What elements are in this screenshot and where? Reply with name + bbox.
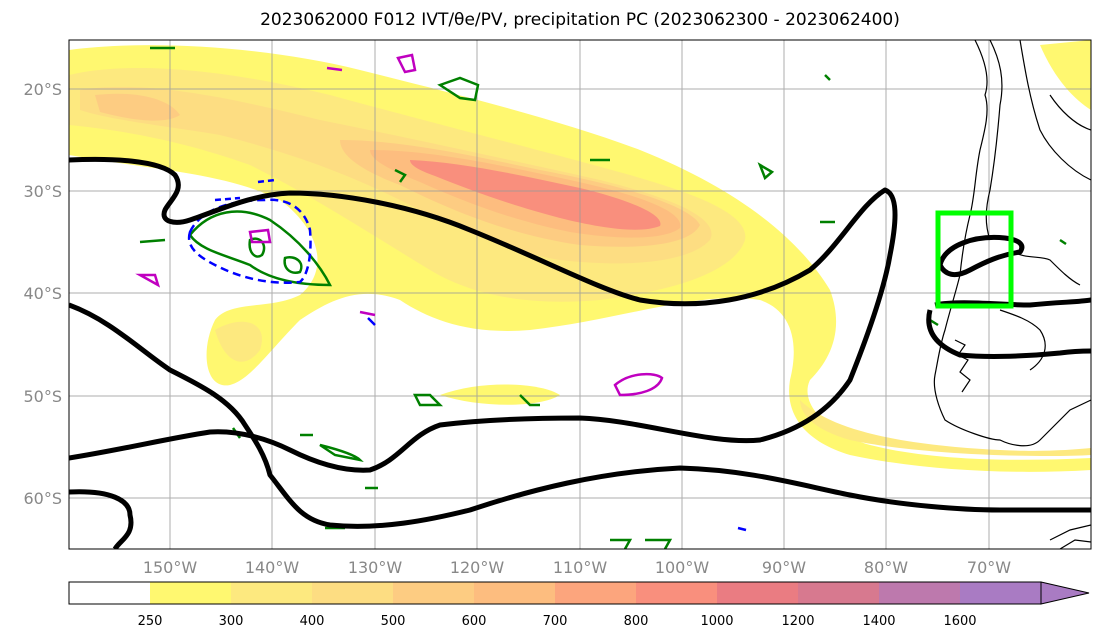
colorbar-tick-label: 1400 bbox=[862, 614, 895, 629]
highlight-box bbox=[935, 210, 1014, 309]
colorbar-tick-label: 800 bbox=[624, 614, 649, 629]
map-panel bbox=[69, 40, 1091, 549]
colorbar-segment bbox=[231, 582, 312, 604]
colorbar-segment bbox=[393, 582, 474, 604]
lat-label: 40°S bbox=[23, 284, 62, 303]
lon-label: 80°W bbox=[864, 558, 908, 577]
ivt-band-300c bbox=[800, 400, 1091, 457]
colorbar-tick-label: 300 bbox=[219, 614, 244, 629]
lon-labels: 150°W 140°W 130°W 120°W 110°W 100°W 90°W… bbox=[143, 558, 1011, 577]
ivt-contours bbox=[69, 156, 1091, 549]
colorbar-tick-label: 250 bbox=[138, 614, 163, 629]
colorbar-segment bbox=[474, 582, 555, 604]
ivt-band-250c bbox=[1040, 40, 1091, 110]
lon-label: 90°W bbox=[762, 558, 806, 577]
lat-labels: 20°S 30°S 40°S 50°S 60°S bbox=[23, 80, 62, 508]
colorbar-tick-label: 700 bbox=[543, 614, 568, 629]
pv-positive-contour bbox=[613, 372, 664, 397]
lon-label: 100°W bbox=[655, 558, 710, 577]
colorbar-segment bbox=[312, 582, 393, 604]
colorbar-tick-label: 600 bbox=[462, 614, 487, 629]
lat-label: 20°S bbox=[23, 80, 62, 99]
colorbar-segment bbox=[798, 582, 879, 604]
colorbar-segment bbox=[69, 582, 150, 604]
lat-label: 60°S bbox=[23, 489, 62, 508]
colorbar-tick-label: 400 bbox=[300, 614, 325, 629]
colorbar-segment bbox=[555, 582, 636, 604]
lon-label: 140°W bbox=[245, 558, 300, 577]
colorbar-frame bbox=[68, 581, 1042, 605]
graticule bbox=[69, 40, 1091, 549]
lon-label: 150°W bbox=[143, 558, 198, 577]
colorbar-segment bbox=[636, 582, 717, 604]
lat-label: 50°S bbox=[23, 387, 62, 406]
colorbar-tick-label: 1600 bbox=[943, 614, 976, 629]
colorbar-segment bbox=[960, 582, 1041, 604]
ivt-band-300b bbox=[215, 321, 262, 362]
lon-label: 130°W bbox=[348, 558, 403, 577]
colorbar-segment bbox=[717, 582, 798, 604]
colorbar-tick-label: 1200 bbox=[781, 614, 814, 629]
ivt-band-800 bbox=[410, 160, 661, 230]
lon-label: 120°W bbox=[450, 558, 505, 577]
colorbar-segment bbox=[150, 582, 231, 604]
colorbar bbox=[68, 581, 1090, 605]
lon-label: 110°W bbox=[553, 558, 608, 577]
colorbar-tick-label: 1000 bbox=[700, 614, 733, 629]
colorbar-tick-label: 500 bbox=[381, 614, 406, 629]
lon-label: 70°W bbox=[967, 558, 1011, 577]
colorbar-segment bbox=[879, 582, 960, 604]
ivt-band-500 bbox=[95, 93, 180, 121]
map-frame bbox=[68, 39, 1092, 550]
lat-label: 30°S bbox=[23, 182, 62, 201]
colorbar-labels: 250 300 400 500 600 700 800 1000 1200 14… bbox=[138, 614, 977, 629]
map-title: 2023062000 F012 IVT/θe/PV, precipitation… bbox=[260, 10, 900, 30]
ivt-band-250b bbox=[440, 384, 560, 405]
colorbar-extend-arrow bbox=[1040, 581, 1090, 605]
